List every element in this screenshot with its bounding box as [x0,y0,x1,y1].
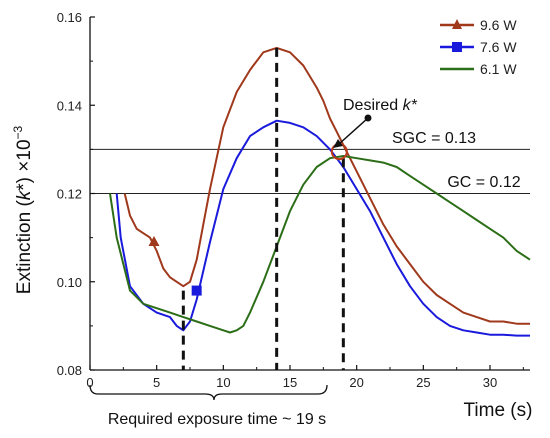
y-tick-label-0: 0.08 [57,363,82,378]
legend-entry-9-6w: 9.6 W [440,17,517,33]
series-marker-0 [148,236,160,247]
y-axis-title: Extinction (k*) ×10−3 [11,125,35,294]
x-axis-title: Time (s) [464,400,533,421]
exposure-time-label: Required exposure time ~ 19 s [108,411,326,428]
x-tick-label-2: 10 [216,375,230,390]
plot-area [90,46,531,370]
x-tick-label-5: 25 [416,375,430,390]
gc-label: GC = 0.12 [447,174,520,191]
desired-k-label-symbol: k* [403,97,418,114]
legend-triangle-marker [452,19,462,29]
desired-k-label-pre: Desired [343,97,403,114]
y-tick-label-3: 0.14 [57,98,82,113]
series-marker-1 [191,285,202,296]
desired-k-label: Desired k* [343,97,418,114]
desired-k-pointer-dot [364,114,372,122]
legend-label-6-1w: 6.1 W [480,61,517,77]
y-tick-label-1: 0.10 [57,275,82,290]
axes: 0 5 10 15 20 25 30 0.08 0.10 0.12 0.14 0.16 [57,10,530,390]
legend-entry-7-6w: 7.6 W [440,39,517,55]
legend-square-marker [452,42,462,52]
legend-entry-6-1w: 6.1 W [440,61,517,77]
x-tick-label-4: 20 [349,375,363,390]
sgc-label: SGC = 0.13 [392,130,476,147]
x-tick-label-6: 30 [483,375,497,390]
y-axis-title-exponent: −3 [11,125,25,139]
legend-label-9-6w: 9.6 W [480,17,517,33]
y-axis-title-pre: Extinction ( [14,200,35,295]
x-tick-label-3: 15 [283,375,297,390]
y-axis-title-k: k [14,189,35,200]
y-tick-label-4: 0.16 [57,10,82,25]
exposure-brace [89,384,328,401]
series-line-0 [123,46,530,325]
y-axis-title-post: ) ×10 [14,139,35,183]
y-tick-label-2: 0.12 [57,187,82,202]
desired-k-pointer-line [338,117,369,145]
legend-label-7-6w: 7.6 W [480,39,517,55]
y-axis-title-star: * [14,183,35,191]
x-tick-label-0: 0 [86,375,93,390]
series-line-2 [109,155,531,334]
desired-k-pointer-arrowhead [333,139,343,148]
x-tick-label-1: 5 [153,375,160,390]
desired-k-pointer [333,114,372,148]
legend: 9.6 W 7.6 W 6.1 W [440,17,517,77]
series-line-1 [115,119,530,337]
